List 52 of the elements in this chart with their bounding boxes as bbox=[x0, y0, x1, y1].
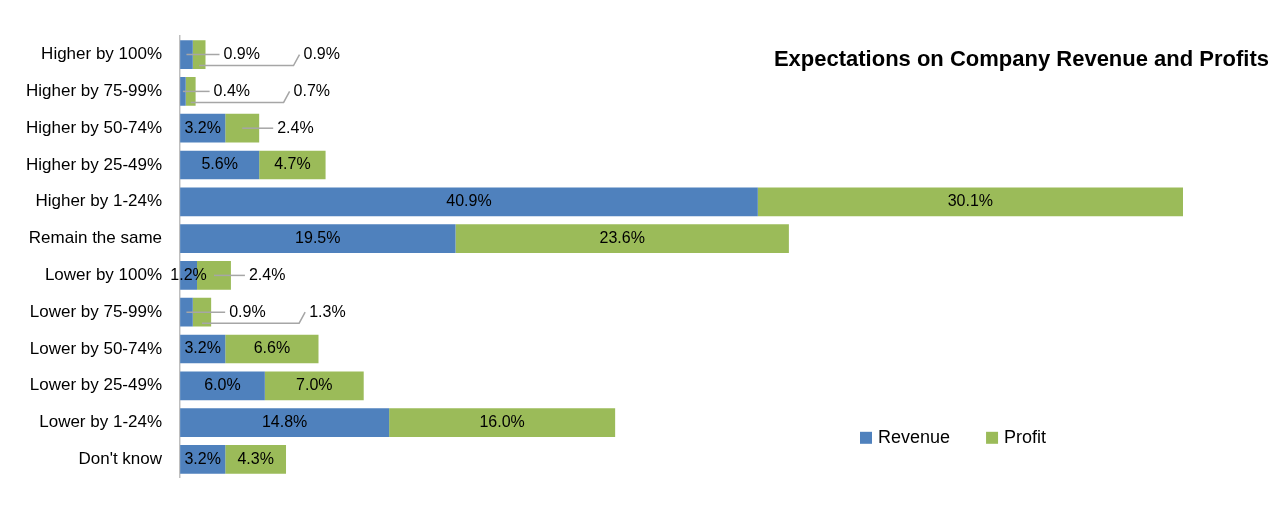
bar bbox=[180, 224, 456, 253]
bar bbox=[180, 408, 390, 437]
data-label: 2.4% bbox=[248, 265, 286, 283]
bar bbox=[185, 77, 196, 106]
bar bbox=[180, 371, 265, 401]
data-label: 1.2% bbox=[170, 265, 207, 283]
data-label: 3.2% bbox=[184, 118, 221, 136]
data-label: 3.2% bbox=[184, 339, 221, 357]
data-label: 40.9% bbox=[446, 192, 492, 210]
bar bbox=[389, 408, 616, 437]
data-label: 4.7% bbox=[274, 155, 311, 173]
data-label: 7.0% bbox=[296, 376, 333, 394]
y-tick-label: Lower by 50-74% bbox=[29, 338, 163, 358]
data-label: 6.0% bbox=[204, 376, 241, 394]
y-tick-label: Lower by 75-99% bbox=[29, 301, 163, 321]
data-label: 5.6% bbox=[201, 155, 238, 173]
data-label: 0.7% bbox=[293, 81, 331, 99]
bar bbox=[757, 187, 1183, 217]
y-tick-label: Higher by 50-74% bbox=[26, 117, 163, 137]
bar bbox=[225, 113, 260, 143]
data-label: 3.2% bbox=[184, 449, 221, 467]
data-label: 19.5% bbox=[295, 229, 341, 247]
data-label: 0.9% bbox=[223, 45, 260, 63]
data-label: 6.6% bbox=[253, 339, 291, 357]
bar bbox=[192, 40, 206, 69]
data-label: 23.6% bbox=[599, 229, 645, 247]
y-tick-label: Higher by 1-24% bbox=[35, 191, 163, 211]
data-label: 14.8% bbox=[261, 413, 308, 431]
y-tick-label: Remain the same bbox=[28, 228, 163, 248]
data-label: 2.4% bbox=[277, 118, 314, 136]
bar bbox=[180, 187, 758, 217]
y-tick-label: Lower by 100% bbox=[44, 265, 163, 285]
bar bbox=[455, 224, 789, 253]
data-label: 30.1% bbox=[947, 192, 994, 210]
bar bbox=[264, 371, 364, 401]
y-tick-label: Lower by 25-49% bbox=[29, 375, 163, 395]
data-label: 0.4% bbox=[213, 81, 251, 99]
y-tick-label: Higher by 25-49% bbox=[26, 154, 163, 174]
bar bbox=[180, 297, 193, 327]
y-tick-label: Higher by 75-99% bbox=[26, 81, 163, 101]
text: Expectations on Company Revenue and Profits bbox=[773, 46, 1269, 72]
data-label: 0.9% bbox=[229, 302, 266, 320]
bar bbox=[180, 40, 193, 69]
y-tick-label: Higher by 100% bbox=[41, 44, 163, 64]
data-label: 4.3% bbox=[237, 449, 274, 467]
legend-label: Revenue bbox=[878, 426, 951, 447]
data-label: 1.3% bbox=[309, 302, 346, 320]
data-label: 16.0% bbox=[479, 413, 525, 431]
y-tick-label: Don't know bbox=[78, 449, 163, 469]
y-tick-label: Lower by 1-24% bbox=[39, 412, 163, 432]
legend-label: Profit bbox=[1004, 426, 1047, 447]
data-label: 0.9% bbox=[303, 45, 340, 63]
